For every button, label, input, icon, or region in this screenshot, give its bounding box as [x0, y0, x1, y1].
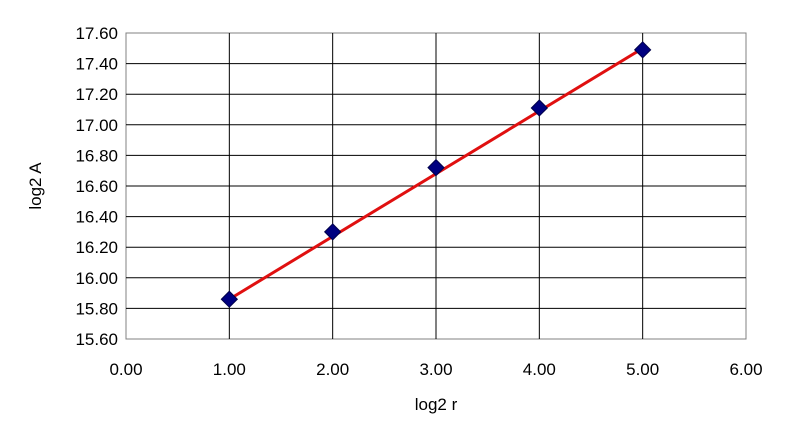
- data-point-diamond: [633, 41, 652, 59]
- y-tick-label: 16.00: [75, 269, 118, 288]
- data-point-diamond: [427, 158, 445, 177]
- x-tick-label: 1.00: [213, 360, 246, 379]
- x-tick-label: 4.00: [523, 360, 556, 379]
- y-tick-label: 16.20: [75, 238, 118, 257]
- y-axis-ticks: 15.60 15.80 16.00 16.20 16.40 16.60 16.80 17.00…: [75, 24, 118, 349]
- x-tick-label: 6.00: [729, 360, 762, 379]
- x-tick-label: 0.00: [109, 360, 142, 379]
- y-tick-label: 15.80: [75, 299, 118, 318]
- x-tick-label: 5.00: [626, 360, 659, 379]
- y-tick-label: 16.80: [75, 146, 118, 165]
- y-tick-label: 16.40: [75, 208, 118, 227]
- data-point-diamond: [220, 290, 239, 308]
- data-point-diamond: [323, 223, 342, 241]
- x-tick-label: 3.00: [419, 360, 452, 379]
- y-tick-label: 17.40: [75, 55, 118, 74]
- y-axis-title: log2 A: [26, 162, 45, 210]
- x-axis-title: log2 r: [415, 395, 458, 414]
- y-tick-label: 16.60: [75, 177, 118, 196]
- data-point-diamond: [530, 99, 549, 117]
- data-points: [220, 41, 652, 308]
- y-tick-label: 17.60: [75, 24, 118, 43]
- x-axis-ticks: 0.00 1.00 2.00 3.00 4.00 5.00 6.00: [109, 360, 762, 379]
- grid: [126, 33, 746, 339]
- y-tick-label: 15.60: [75, 330, 118, 349]
- x-tick-label: 2.00: [316, 360, 349, 379]
- y-tick-label: 17.00: [75, 116, 118, 135]
- y-tick-label: 17.20: [75, 85, 118, 104]
